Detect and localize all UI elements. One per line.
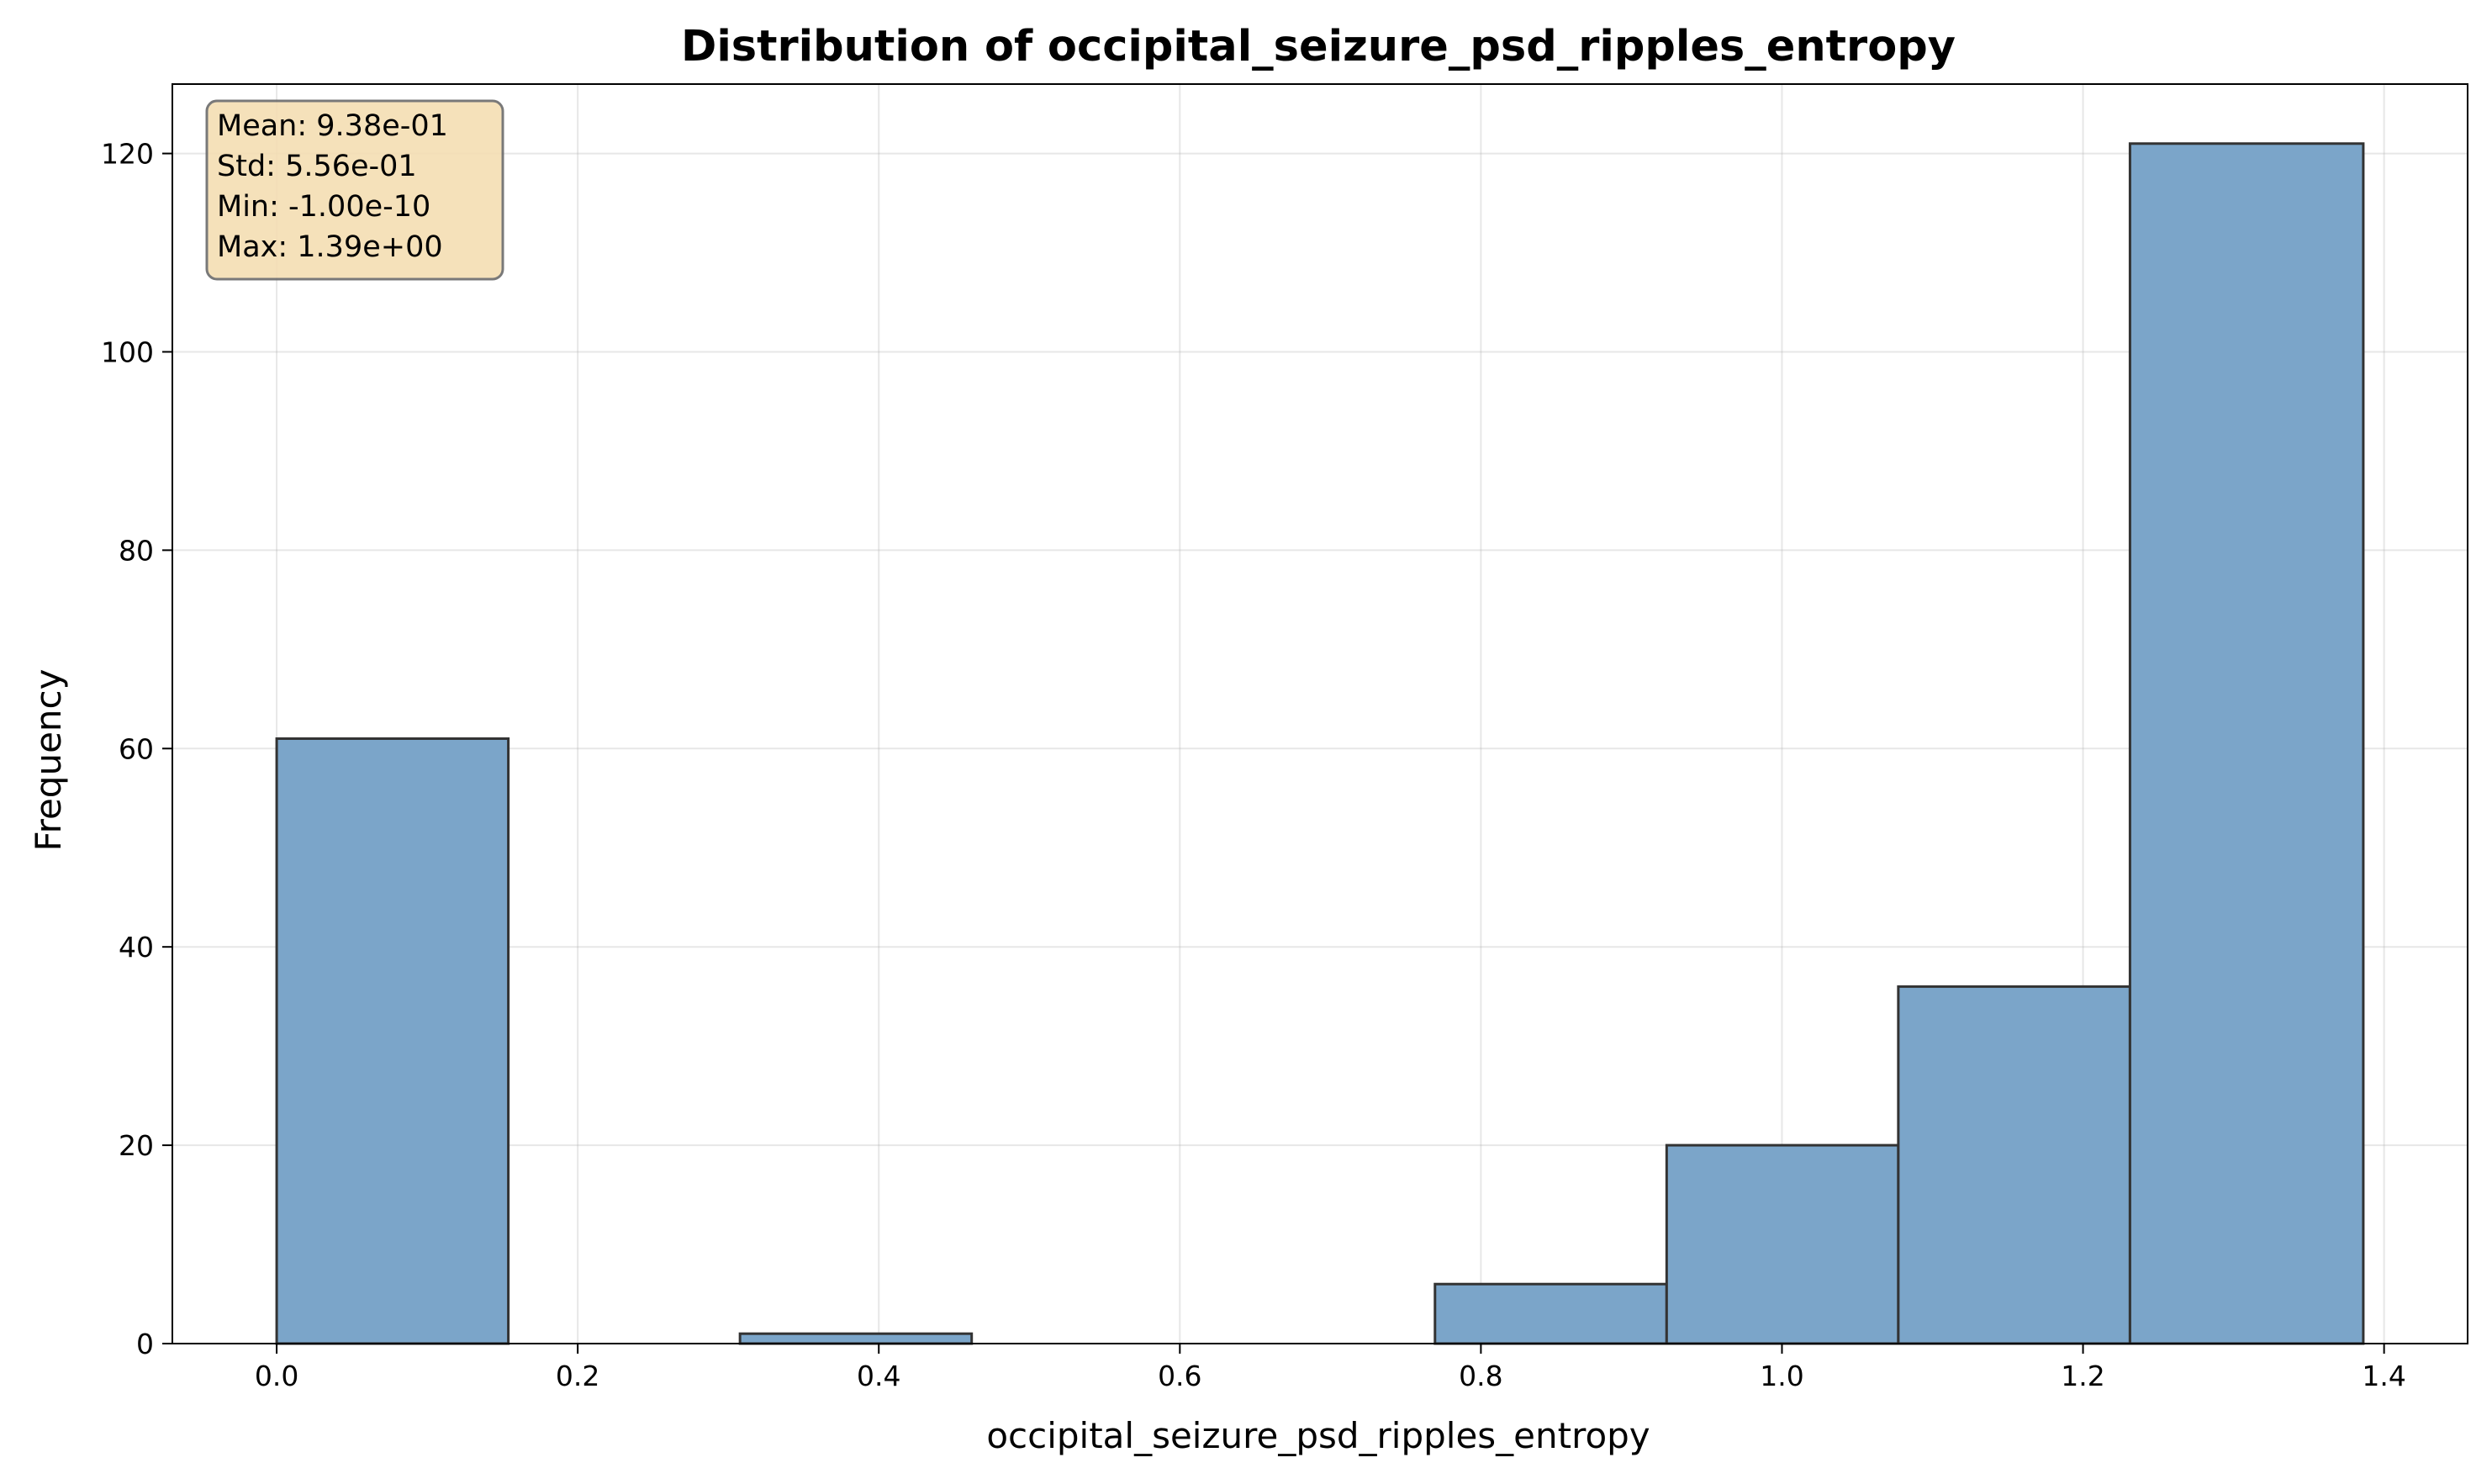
stats-max: Max: 1.39e+00 — [217, 230, 443, 264]
histogram-bar-6 — [1665, 1143, 1900, 1345]
x-tick-label-2: 0.4 — [857, 1360, 900, 1392]
y-tick-label-2: 40 — [119, 931, 154, 964]
x-tick-label-5: 1.0 — [1760, 1360, 1803, 1392]
x-tick-label-7: 1.4 — [2362, 1360, 2405, 1392]
plot-frame — [172, 83, 2468, 1344]
stats-mean: Mean: 9.38e-01 — [217, 109, 448, 143]
y-tick-label-3: 60 — [119, 732, 154, 765]
x-tick-label-0: 0.0 — [255, 1360, 298, 1392]
stats-box-background — [205, 99, 504, 281]
y-axis-label: Frequency — [28, 669, 69, 852]
chart-title: Distribution of occipital_seizure_psd_ri… — [681, 22, 1956, 71]
y-tick-label-0: 0 — [136, 1328, 154, 1360]
x-tick-label-1: 0.2 — [556, 1360, 599, 1392]
y-tick-label-1: 20 — [119, 1129, 154, 1162]
stats-min: Min: -1.00e-10 — [217, 190, 430, 224]
y-tick-label-5: 100 — [101, 335, 154, 368]
histogram-bars — [275, 142, 2365, 1345]
stats-box: Mean: 9.38e-01 Std: 5.56e-01 Min: -1.00e… — [205, 99, 504, 281]
axis-ticks: 0.0 0.2 0.4 0.6 0.8 1.0 1.2 1.4 0 20 40 60 80 100 120 — [101, 138, 2406, 1392]
y-tick-label-6: 120 — [101, 138, 154, 171]
histogram-bar-2 — [738, 1332, 974, 1345]
histogram-bar-7 — [1897, 985, 2131, 1345]
y-tick-label-4: 80 — [119, 534, 154, 567]
x-tick-label-3: 0.6 — [1158, 1360, 1201, 1392]
x-tick-label-4: 0.8 — [1459, 1360, 1502, 1392]
histogram-bar-8 — [2128, 142, 2365, 1345]
stats-std: Std: 5.56e-01 — [217, 150, 417, 183]
histogram-bar-5 — [1433, 1282, 1668, 1345]
histogram-bar-0 — [275, 737, 510, 1345]
x-axis-label: occipital_seizure_psd_ripples_entropy — [986, 1415, 1650, 1456]
x-tick-label-6: 1.2 — [2061, 1360, 2104, 1392]
